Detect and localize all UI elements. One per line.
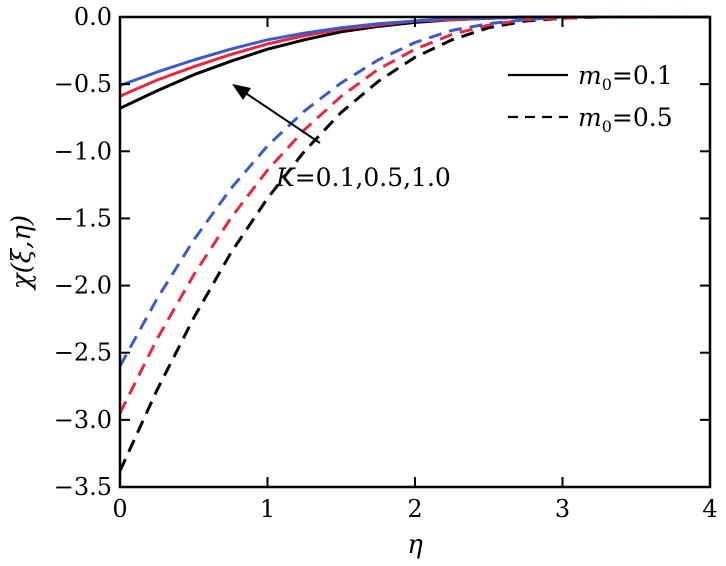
y-tick-label: −0.5 <box>54 70 112 98</box>
x-tick-label: 4 <box>702 495 717 523</box>
y-tick-label: 0.0 <box>74 3 112 31</box>
k-annotation-values: =0.1,0.5,1.0 <box>295 163 451 192</box>
x-tick-label: 3 <box>555 495 570 523</box>
series-line-m0-0.5-k-1 <box>118 15 710 367</box>
x-tick-label: 0 <box>112 495 127 523</box>
y-tick-label: −3.0 <box>54 406 112 434</box>
y-tick-label: −1.5 <box>54 204 112 232</box>
k-annotation: K=0.1,0.5,1.0 <box>232 84 451 192</box>
legend-value-solid: =0.1 <box>612 61 673 90</box>
legend-label-dashed: m0=0.5 <box>578 103 673 136</box>
legend: m0=0.1 m0=0.5 <box>508 61 673 136</box>
k-annotation-var: K <box>275 163 296 192</box>
legend-var-dashed: m <box>578 103 602 132</box>
y-axis-label: χ(ξ,η) <box>7 215 37 291</box>
y-tick-label: −2.0 <box>54 272 112 300</box>
legend-sub-solid: 0 <box>602 75 612 94</box>
legend-label-solid: m0=0.1 <box>578 61 673 94</box>
y-tick-label: −2.5 <box>54 339 112 367</box>
x-axis-label: η <box>407 530 423 560</box>
k-annotation-label: K=0.1,0.5,1.0 <box>275 163 451 192</box>
legend-value-dashed: =0.5 <box>612 103 673 132</box>
axis-ticks <box>119 16 711 488</box>
x-tick-label: 1 <box>260 495 275 523</box>
y-tick-label: −3.5 <box>54 473 112 501</box>
k-arrow-shaft <box>243 91 321 144</box>
legend-var-solid: m <box>578 61 602 90</box>
k-arrow-head <box>232 84 251 100</box>
x-tick-label: 2 <box>407 495 422 523</box>
y-tick-label: −1.0 <box>54 137 112 165</box>
legend-sub-dashed: 0 <box>602 117 612 136</box>
axis-tick-labels: 0 1 2 3 4 0.0 −0.5 −1.0 −1.5 −2.0 −2.5 −3.0 −3.5 <box>54 3 718 523</box>
